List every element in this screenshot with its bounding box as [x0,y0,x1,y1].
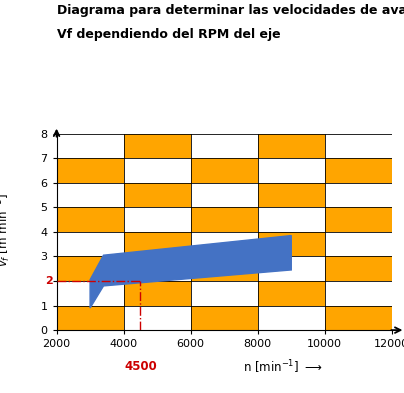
Bar [57,158,124,183]
Bar [57,208,124,232]
Bar [258,281,325,306]
Bar [191,158,258,183]
Bar [57,306,124,330]
Bar [325,158,392,183]
Bar [325,306,392,330]
Bar [124,183,191,208]
Bar [191,256,258,281]
Text: Vf dependiendo del RPM del eje: Vf dependiendo del RPM del eje [57,28,280,40]
Bar [57,256,124,281]
Text: 2: 2 [46,276,53,286]
Bar [191,306,258,330]
Bar [124,281,191,306]
Bar [258,232,325,256]
Text: n [min$^{-1}$] $\longrightarrow$: n [min$^{-1}$] $\longrightarrow$ [243,359,322,376]
Bar [124,134,191,158]
Polygon shape [90,235,291,308]
Text: $v_f$ [m min$^{-1}$]: $v_f$ [m min$^{-1}$] [0,193,13,267]
Bar [258,183,325,208]
Bar [191,208,258,232]
Bar [258,134,325,158]
Bar [325,208,392,232]
Bar [124,232,191,256]
Text: 4500: 4500 [124,360,157,373]
Text: Diagrama para determinar las velocidades de avance: Diagrama para determinar las velocidades… [57,4,404,17]
Bar [325,256,392,281]
